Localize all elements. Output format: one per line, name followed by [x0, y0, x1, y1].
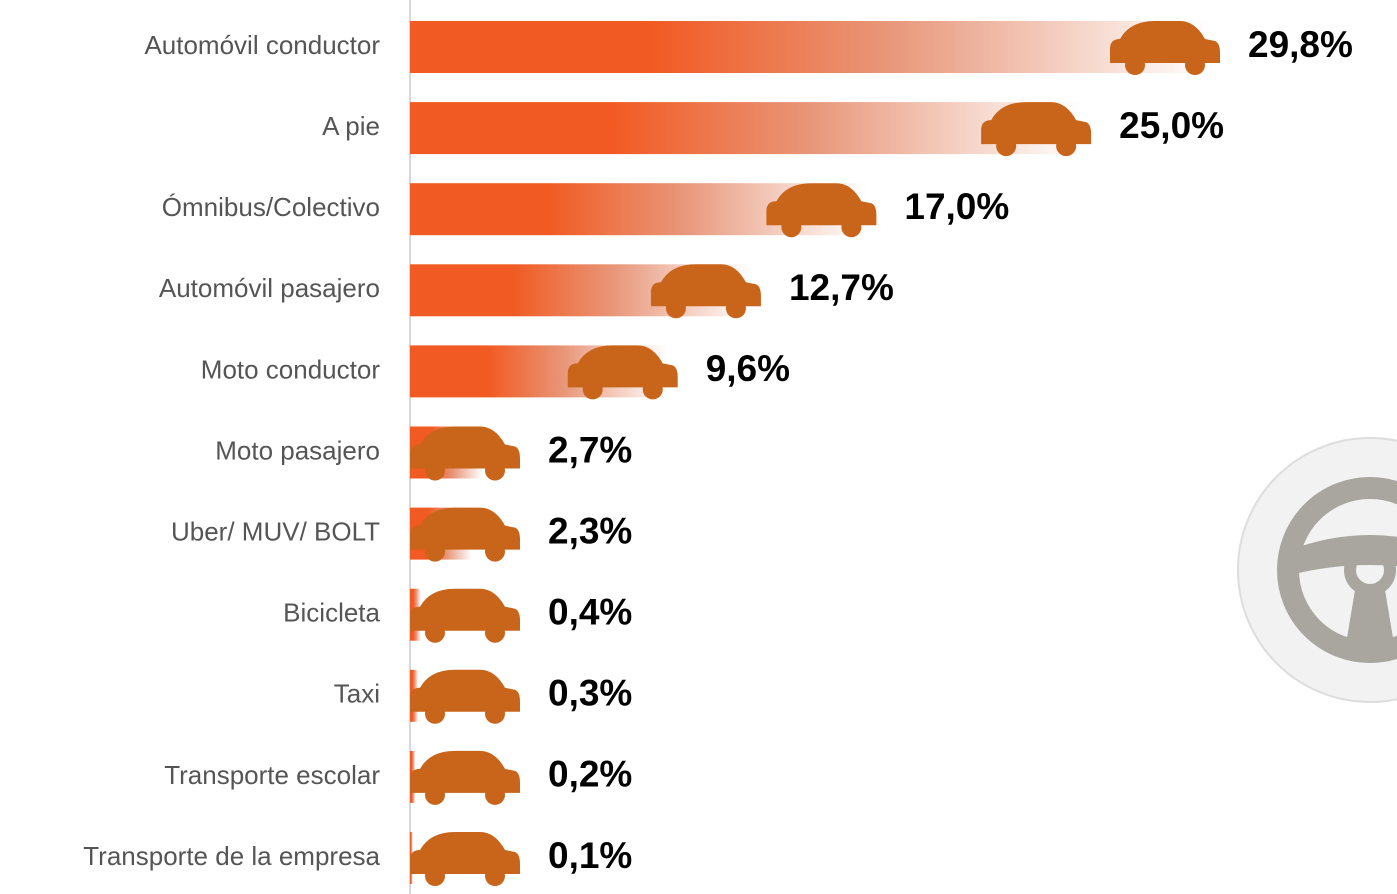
value-label: 29,8% — [1248, 24, 1353, 65]
value-label: 12,7% — [789, 267, 894, 308]
category-label: Automóvil conductor — [144, 30, 380, 60]
icon-wheel — [425, 784, 445, 805]
value-label: 25,0% — [1119, 105, 1224, 146]
icon-body — [410, 750, 520, 793]
icon-wheel — [485, 703, 505, 724]
value-label: 0,1% — [548, 835, 632, 876]
icon-wheel — [665, 298, 686, 319]
icon-body — [410, 832, 520, 874]
icon-wheel — [425, 622, 445, 643]
category-label: Automóvil pasajero — [159, 273, 380, 303]
icon-body — [650, 264, 761, 307]
icon-wheel — [725, 298, 746, 319]
icon-body — [410, 588, 520, 631]
icon — [650, 264, 761, 319]
category-label: Transporte escolar — [164, 760, 380, 790]
icon-wheel — [485, 866, 505, 886]
icon-wheel — [425, 866, 445, 886]
icon — [410, 426, 520, 481]
icon-wheel — [1056, 136, 1077, 157]
bar — [410, 21, 1210, 73]
icon-wheel — [425, 460, 445, 481]
icon-wheel — [485, 784, 505, 805]
value-label: 2,3% — [548, 510, 632, 551]
icon — [410, 507, 520, 562]
category-label: Transporte de la empresa — [83, 841, 380, 871]
category-label: Moto pasajero — [215, 435, 380, 465]
icon — [410, 832, 520, 886]
icon-wheel — [425, 541, 445, 562]
icon-wheel — [781, 217, 802, 238]
icon — [410, 588, 520, 643]
icon — [1110, 21, 1220, 75]
value-label: 0,2% — [548, 754, 632, 795]
icon-wheel — [485, 460, 505, 481]
value-label: 9,6% — [706, 348, 790, 389]
value-label: 2,7% — [548, 429, 632, 470]
steering-wheel — [1237, 437, 1397, 703]
icon-wheel — [425, 703, 445, 724]
icon-wheel — [485, 622, 505, 643]
icon-wheel — [841, 217, 862, 238]
category-label: Moto conductor — [201, 354, 381, 384]
icon-wheel — [1185, 55, 1205, 75]
category-label: Taxi — [334, 679, 380, 709]
category-label: Uber/ MUV/ BOLT — [171, 516, 380, 546]
icon — [981, 102, 1092, 157]
value-label: 17,0% — [904, 186, 1009, 227]
icon-body — [981, 102, 1092, 145]
value-label: 0,3% — [548, 673, 632, 714]
icon-body — [410, 507, 520, 550]
icon-wheel — [582, 379, 603, 400]
icon-body — [410, 669, 520, 712]
icon — [410, 669, 520, 724]
icon-wheel — [1125, 55, 1145, 75]
icon-body — [1110, 21, 1220, 63]
icon-wheel — [996, 136, 1017, 157]
icon — [766, 183, 877, 238]
icon — [567, 345, 678, 400]
icon — [410, 750, 520, 805]
icon-body — [766, 183, 877, 226]
icon-body — [567, 345, 678, 388]
bar — [410, 102, 1082, 155]
icon-body — [410, 426, 520, 469]
icon-wheel — [642, 379, 663, 400]
value-label: 0,4% — [548, 591, 632, 632]
category-label: A pie — [322, 111, 380, 141]
icon-wheel — [485, 541, 505, 562]
category-label: Ómnibus/Colectivo — [162, 192, 380, 222]
category-label: Bicicleta — [283, 598, 380, 628]
